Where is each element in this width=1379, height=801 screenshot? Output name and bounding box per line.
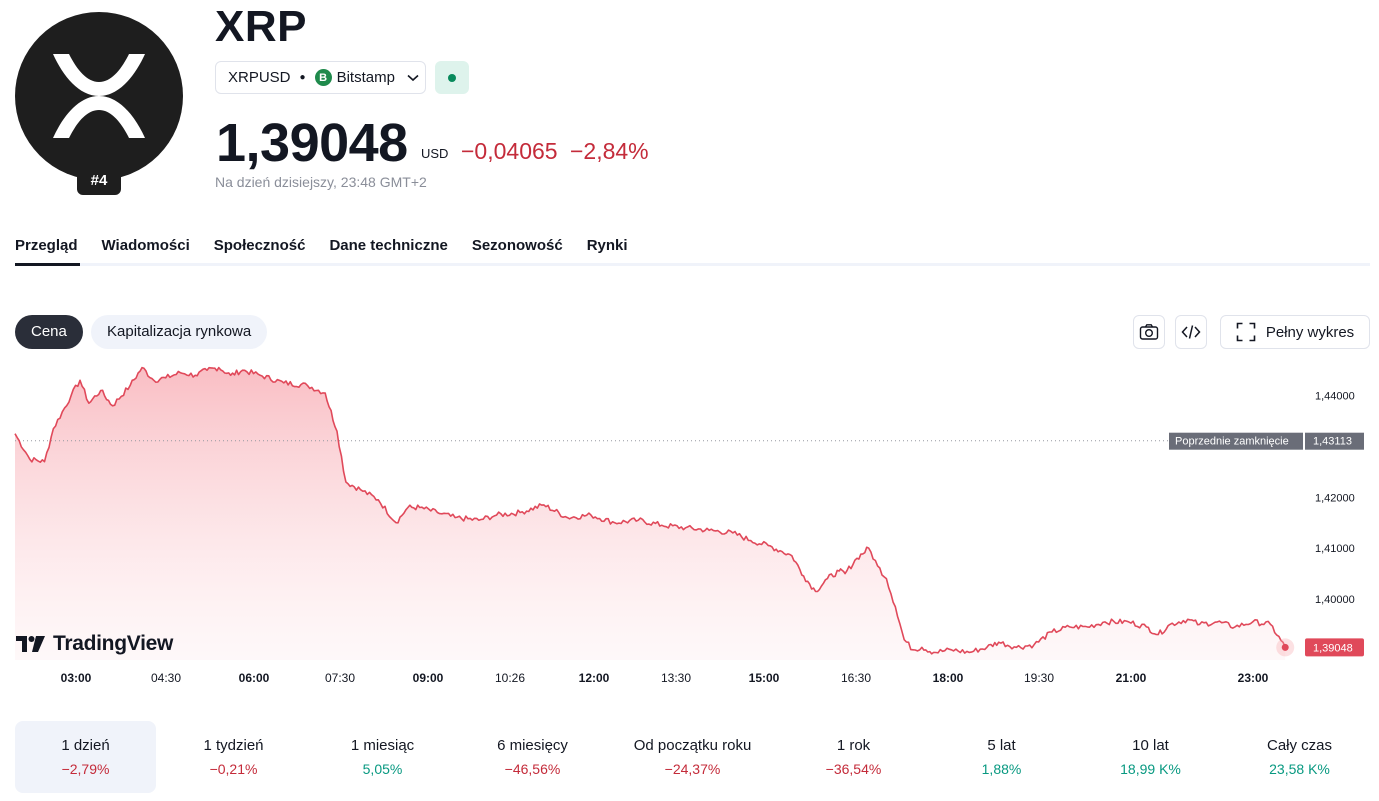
x-tick-label: 19:30 [1023, 671, 1055, 685]
tabs-divider [15, 263, 1370, 266]
performance-period-label: 5 lat [987, 737, 1016, 754]
last-price-label-box [1305, 638, 1364, 657]
snapshot-button[interactable] [1133, 315, 1165, 349]
price-currency: USD [421, 146, 449, 161]
performance-period[interactable]: 1 rok −36,54% [783, 721, 924, 793]
page-title: XRP [215, 2, 307, 51]
segment-price[interactable]: Cena [15, 315, 83, 349]
performance-period-value: 18,99 K% [1120, 761, 1181, 777]
performance-period[interactable]: 10 lat 18,99 K% [1080, 721, 1221, 793]
y-tick-label: 1,40000 [1315, 594, 1355, 606]
price-change: −0,04065 −2,84% [461, 138, 649, 165]
chevron-down-icon [407, 69, 419, 86]
performance-period-label: 10 lat [1132, 737, 1169, 754]
tab-news[interactable]: Wiadomości [101, 237, 190, 254]
embed-button[interactable] [1175, 315, 1207, 349]
last-price-dot [1281, 643, 1289, 651]
performance-period[interactable]: 1 miesiąc 5,05% [312, 721, 453, 793]
segment-market-cap[interactable]: Kapitalizacja rynkowa [91, 315, 268, 349]
price-change-pct: −2,84% [569, 138, 649, 164]
x-tick-label: 23:00 [1237, 671, 1269, 685]
x-tick-label: 09:00 [412, 671, 444, 685]
performance-period-value: −36,54% [825, 761, 882, 777]
x-tick-label: 06:00 [238, 671, 270, 685]
performance-period[interactable]: 1 tydzień −0,21% [163, 721, 304, 793]
x-tick-label: 04:30 [150, 671, 182, 685]
tradingview-watermark: TradingView [16, 632, 173, 656]
tab-technicals[interactable]: Dane techniczne [329, 237, 448, 254]
y-tick-label: 1,41000 [1315, 543, 1355, 555]
performance-period[interactable]: Od początku roku −24,37% [622, 721, 763, 793]
performance-period-label: Od początku roku [633, 737, 752, 754]
fullscreen-label: Pełny wykres [1265, 323, 1355, 341]
performance-period-label: 6 miesięcy [497, 737, 568, 754]
performance-period[interactable]: Cały czas 23,58 K% [1229, 721, 1370, 793]
performance-period[interactable]: 6 miesięcy −46,56% [462, 721, 603, 793]
section-tabs: Przegląd Wiadomości Społeczność Dane tec… [15, 237, 652, 262]
performance-period[interactable]: 5 lat 1,88% [931, 721, 1072, 793]
performance-period-value: −0,21% [209, 761, 258, 777]
tab-community[interactable]: Społeczność [213, 237, 306, 254]
y-tick-label: 1,42000 [1315, 492, 1355, 504]
performance-period-label: 1 dzień [61, 737, 110, 754]
expand-icon [1236, 322, 1256, 342]
performance-period-value: 5,05% [362, 761, 403, 777]
performance-period-value: −24,37% [664, 761, 721, 777]
price-area-fill [15, 367, 1286, 660]
x-tick-label: 12:00 [578, 671, 610, 685]
previous-close-value-box [1305, 432, 1364, 450]
tradingview-label: TradingView [53, 632, 174, 655]
x-tick-label: 21:00 [1115, 671, 1147, 685]
x-tick-label: 16:30 [840, 671, 872, 685]
tab-markets[interactable]: Rynki [586, 237, 628, 254]
performance-period-label: Cały czas [1266, 737, 1333, 754]
as-of-timestamp: Na dzień dzisiejszy, 23:48 GMT+2 [215, 174, 427, 190]
performance-period-value: −2,79% [61, 761, 110, 777]
status-dot-icon [448, 73, 456, 82]
performance-period-value: −46,56% [504, 761, 561, 777]
x-tick-label: 10:26 [494, 671, 526, 685]
tab-overview[interactable]: Przegląd [15, 237, 78, 254]
exchange-selector[interactable]: XRPUSD ● B Bitstamp [215, 61, 426, 94]
x-tick-label: 03:00 [60, 671, 92, 685]
tradingview-logo-icon [16, 636, 45, 652]
camera-icon [1139, 324, 1159, 340]
tab-seasonality[interactable]: Sezonowość [471, 237, 563, 254]
x-tick-label: 15:00 [748, 671, 780, 685]
fullscreen-chart-button[interactable]: Pełny wykres [1220, 315, 1370, 349]
bitstamp-icon: B [314, 69, 332, 86]
rank-badge: #4 [77, 166, 121, 195]
current-price: 1,39048 [216, 113, 408, 173]
performance-period-label: 1 miesiąc [350, 737, 415, 754]
previous-close-label: Poprzednie zamknięcie [1175, 436, 1289, 448]
price-line [14, 366, 1286, 655]
previous-close-label-box [1169, 432, 1303, 450]
performance-period-label: 1 tydzień [203, 737, 264, 754]
x-tick-label: 07:30 [324, 671, 356, 685]
price-change-abs: −0,04065 [461, 138, 558, 164]
performance-period-value: 23,58 K% [1269, 761, 1330, 777]
x-tick-label: 18:00 [932, 671, 964, 685]
market-status-badge[interactable] [435, 61, 469, 94]
xrp-logo-icon [15, 12, 183, 180]
code-icon [1181, 325, 1201, 339]
performance-period[interactable]: 1 dzień −2,79% [15, 721, 156, 793]
previous-close-value: 1,43113 [1313, 436, 1352, 448]
performance-period-label: 1 rok [836, 737, 871, 754]
performance-period-value: 1,88% [981, 761, 1022, 777]
x-tick-label: 13:30 [660, 671, 692, 685]
exchange-label: Bitstamp [336, 69, 395, 86]
ticker-label: XRPUSD [228, 69, 291, 86]
last-price-label: 1,39048 [1313, 642, 1353, 654]
y-tick-label: 1,44000 [1315, 391, 1355, 403]
price-chart[interactable]: 1,44000 1,42000 1,41000 1,40000 Poprzednie … [0, 360, 1379, 670]
tab-active-indicator [15, 263, 80, 266]
separator-dot-icon: ● [299, 72, 306, 83]
